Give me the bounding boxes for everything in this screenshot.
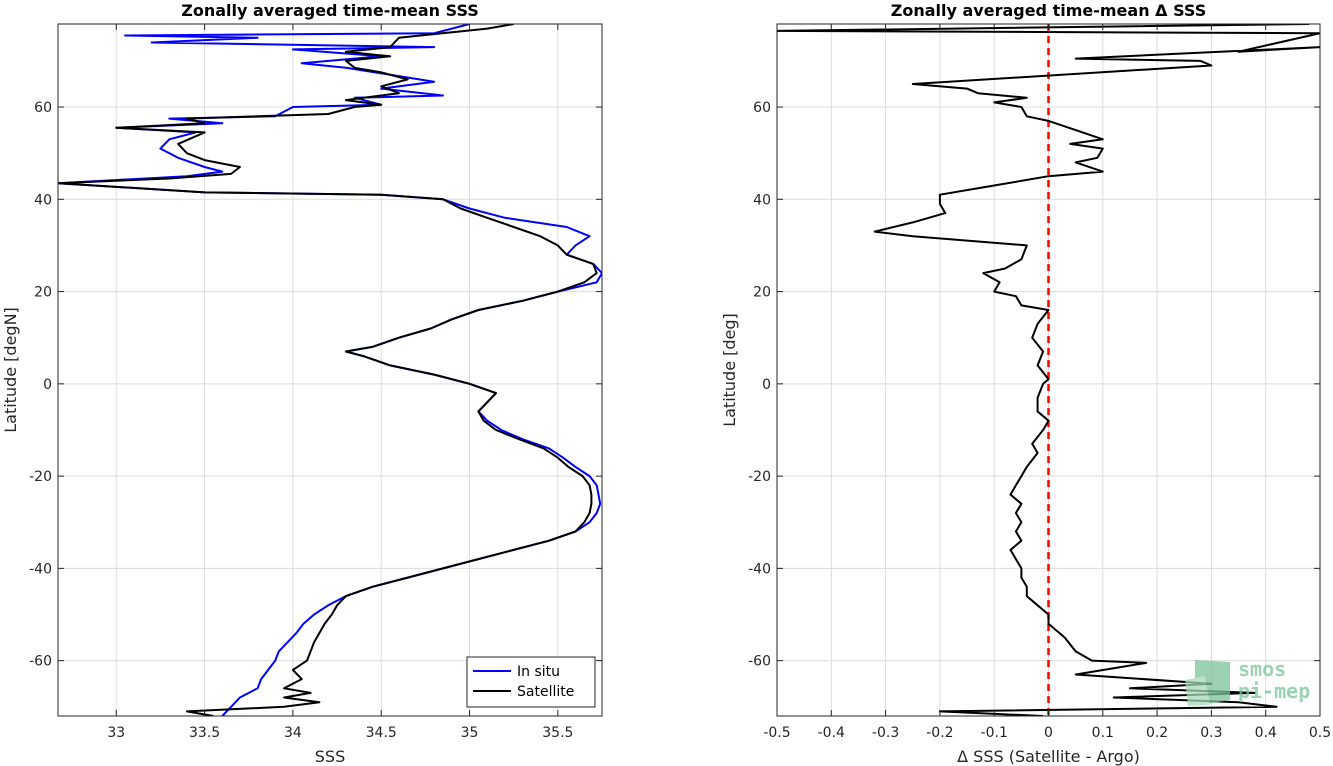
y-tick-label: 0 — [762, 377, 771, 393]
y-tick-label: 20 — [34, 285, 52, 301]
y-tick-label: -20 — [748, 469, 771, 485]
logo-text: pi-mep — [1238, 679, 1310, 703]
x-tick-label: -0.4 — [818, 725, 845, 741]
y-tick-label: 0 — [43, 377, 52, 393]
x-tick-label: 33.5 — [189, 725, 220, 741]
x-tick-label: 0.3 — [1200, 725, 1222, 741]
x-tick-label: 35 — [461, 725, 479, 741]
x-tick-label: 34 — [284, 725, 302, 741]
x-tick-label: 0.1 — [1092, 725, 1114, 741]
logo-text: smos — [1238, 657, 1286, 681]
y-tick-label: 40 — [753, 192, 771, 208]
right-panel: -0.5 -0.4 -0.3 -0.2 -0.1 0 0.1 0.2 0.3 0.4 0.5 -60 -… — [720, 1, 1331, 766]
legend-label: In situ — [517, 664, 560, 680]
x-tick-label: 33 — [107, 725, 125, 741]
x-tick-label: -0.1 — [981, 725, 1008, 741]
legend: In situ Satellite — [466, 656, 596, 708]
x-axis-label: Δ SSS (Satellite - Argo) — [957, 747, 1140, 766]
y-axis-label: Latitude [degN] — [1, 307, 20, 433]
y-tick-label: 40 — [34, 192, 52, 208]
plot-area — [58, 24, 602, 716]
y-tick-label: 20 — [753, 285, 771, 301]
axes-box — [57, 23, 603, 717]
y-tick-label: -60 — [29, 654, 52, 670]
x-tick-label: -0.3 — [872, 725, 899, 741]
y-tick-label: -20 — [29, 469, 52, 485]
chart-title: Zonally averaged time-mean SSS — [181, 1, 479, 20]
y-axis-label: Latitude [deg] — [720, 313, 739, 427]
x-tick-label: 34.5 — [366, 725, 397, 741]
x-tick-label: 0.5 — [1309, 725, 1331, 741]
delta-sss-series-line — [777, 24, 1320, 716]
x-tick-label: 0 — [1044, 725, 1053, 741]
y-tick-label: -40 — [29, 561, 52, 577]
x-tick-label: -0.5 — [763, 725, 790, 741]
x-axis-label: SSS — [315, 747, 345, 766]
x-tick-label: -0.2 — [926, 725, 953, 741]
x-tick-label: 0.2 — [1146, 725, 1168, 741]
y-tick-label: -60 — [748, 654, 771, 670]
y-tick-label: 60 — [753, 100, 771, 116]
logo-shape — [1185, 676, 1210, 706]
y-tick-label: 60 — [34, 100, 52, 116]
chart-title: Zonally averaged time-mean Δ SSS — [891, 1, 1207, 20]
satellite-series-line — [58, 24, 598, 716]
legend-box — [466, 656, 596, 708]
x-tick-label: 0.4 — [1255, 725, 1277, 741]
y-tick-label: -40 — [748, 561, 771, 577]
left-panel: 33 33.5 34 34.5 35 35.5 -60 -40 -20 0 20 40 60 Zonall… — [1, 1, 603, 766]
x-tick-label: 35.5 — [542, 725, 573, 741]
legend-label: Satellite — [517, 684, 574, 700]
